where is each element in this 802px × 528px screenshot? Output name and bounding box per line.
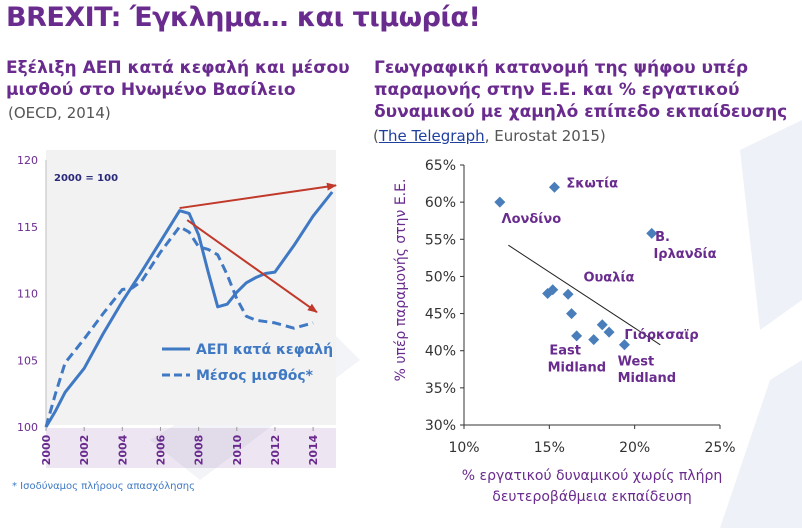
y-tick-label: 45% <box>425 307 456 323</box>
point-label: Midland <box>618 371 677 386</box>
point-label: West <box>618 355 655 370</box>
right-subtitle-line2: παραμονής στην Ε.Ε. και % εργατικού <box>374 80 740 100</box>
y-tick-label: 105 <box>17 354 38 367</box>
x-tick-label: 2014 <box>307 434 320 465</box>
x-axis-title-line1: % εργατικού δυναμικού χωρίς πλήρη <box>462 468 722 484</box>
right-chart-subtitle: Γεωγραφική κατανομή της ψήφου υπέρ παραμ… <box>374 57 787 123</box>
point-label: Midland <box>548 361 607 376</box>
y-tick-label: 100 <box>17 421 38 434</box>
x-tick-label: 2012 <box>269 435 282 466</box>
data-point <box>588 334 600 346</box>
point-label: East <box>549 343 581 358</box>
x-tick-label: 2004 <box>116 434 129 465</box>
x-tick-label: 20% <box>619 440 650 456</box>
left-chart-source: (OECD, 2014) <box>8 104 111 122</box>
y-tick-label: 120 <box>17 154 38 167</box>
point-label: Ουαλία <box>583 271 634 286</box>
y-tick-label: 115 <box>17 221 38 234</box>
legend-label: Μέσος μισθός* <box>196 368 314 384</box>
left-subtitle-line2: μισθού στο Ηνωμένο Βασίλειο <box>6 80 296 100</box>
y-tick-label: 30% <box>425 418 456 434</box>
legend-label: ΑΕΠ κατά κεφαλή <box>196 342 333 358</box>
base-note: 2000 = 100 <box>54 173 118 184</box>
x-axis-title-line2: δευτεροβάθμεια εκπαίδευση <box>492 489 692 505</box>
point-label: Σκωτία <box>566 176 618 191</box>
data-point <box>566 308 578 320</box>
point-label: Ιρλανδία <box>653 247 716 262</box>
x-tick-label: 2000 <box>40 434 53 465</box>
x-tick-label: 25% <box>704 440 735 456</box>
point-label: Β. <box>655 230 670 245</box>
x-tick-label: 2010 <box>231 434 244 465</box>
right-subtitle-line1: Γεωγραφική κατανομή της ψήφου υπέρ <box>374 58 749 78</box>
gdp-per-capita-line <box>44 191 334 428</box>
data-point <box>596 319 608 331</box>
data-point <box>618 339 630 351</box>
data-point <box>548 181 560 193</box>
data-point <box>494 196 506 208</box>
x-tick-label: 2002 <box>78 435 91 466</box>
x-tick-label: 10% <box>448 440 479 456</box>
y-tick-label: 35% <box>425 381 456 397</box>
source-open-paren: ( <box>373 127 379 145</box>
source-rest: , Eurostat 2015) <box>484 127 606 145</box>
gdp-wage-line-chart: 2000 = 100 * Ισοδύναμος πλήρους απασχόλη… <box>12 150 337 492</box>
trendline <box>508 244 661 346</box>
left-subtitle-line1: Εξέλιξη ΑΕΠ κατά κεφαλή και μέσου <box>6 58 350 78</box>
left-chart-subtitle: Εξέλιξη ΑΕΠ κατά κεφαλή και μέσου μισθού… <box>6 57 350 101</box>
page-title: BREXIT: Έγκλημα… και τιμωρία! <box>6 2 481 33</box>
y-tick-label: 50% <box>425 269 456 285</box>
x-tick-label: 15% <box>534 440 565 456</box>
average-wage-line <box>44 225 314 428</box>
remain-vote-scatter-chart: % εργατικού δυναμικού χωρίς πλήρη δευτερ… <box>393 158 736 505</box>
y-tick-label: 40% <box>425 344 456 360</box>
plot-background <box>46 150 336 425</box>
y-axis-title: % υπέρ παραμονής στην Ε.Ε. <box>393 179 409 382</box>
data-point <box>603 326 615 338</box>
x-tick-label: 2006 <box>154 434 167 465</box>
data-point <box>646 227 658 239</box>
data-point <box>547 284 559 296</box>
telegraph-source-link[interactable]: The Telegraph <box>378 127 485 145</box>
trend-arrow-up <box>179 182 337 210</box>
y-tick-label: 55% <box>425 232 456 248</box>
right-chart-source: (The Telegraph, Eurostat 2015) <box>373 127 606 145</box>
y-tick-label: 110 <box>17 288 38 301</box>
right-subtitle-line3: δυναμικού με χαμηλό επίπεδο εκπαίδευσης <box>374 102 788 122</box>
footnote: * Ισοδύναμος πλήρους απασχόλησης <box>12 480 195 492</box>
y-tick-label: 65% <box>425 158 456 174</box>
data-point <box>571 330 583 342</box>
y-tick-label: 60% <box>425 195 456 211</box>
trend-arrow-down <box>186 219 318 314</box>
point-label: Λονδίνο <box>502 212 562 227</box>
data-point <box>562 288 574 300</box>
x-tick-label: 2008 <box>193 435 206 466</box>
x-axis-strip <box>46 428 336 468</box>
point-label: Γιόρκσαϊρ <box>624 328 698 343</box>
